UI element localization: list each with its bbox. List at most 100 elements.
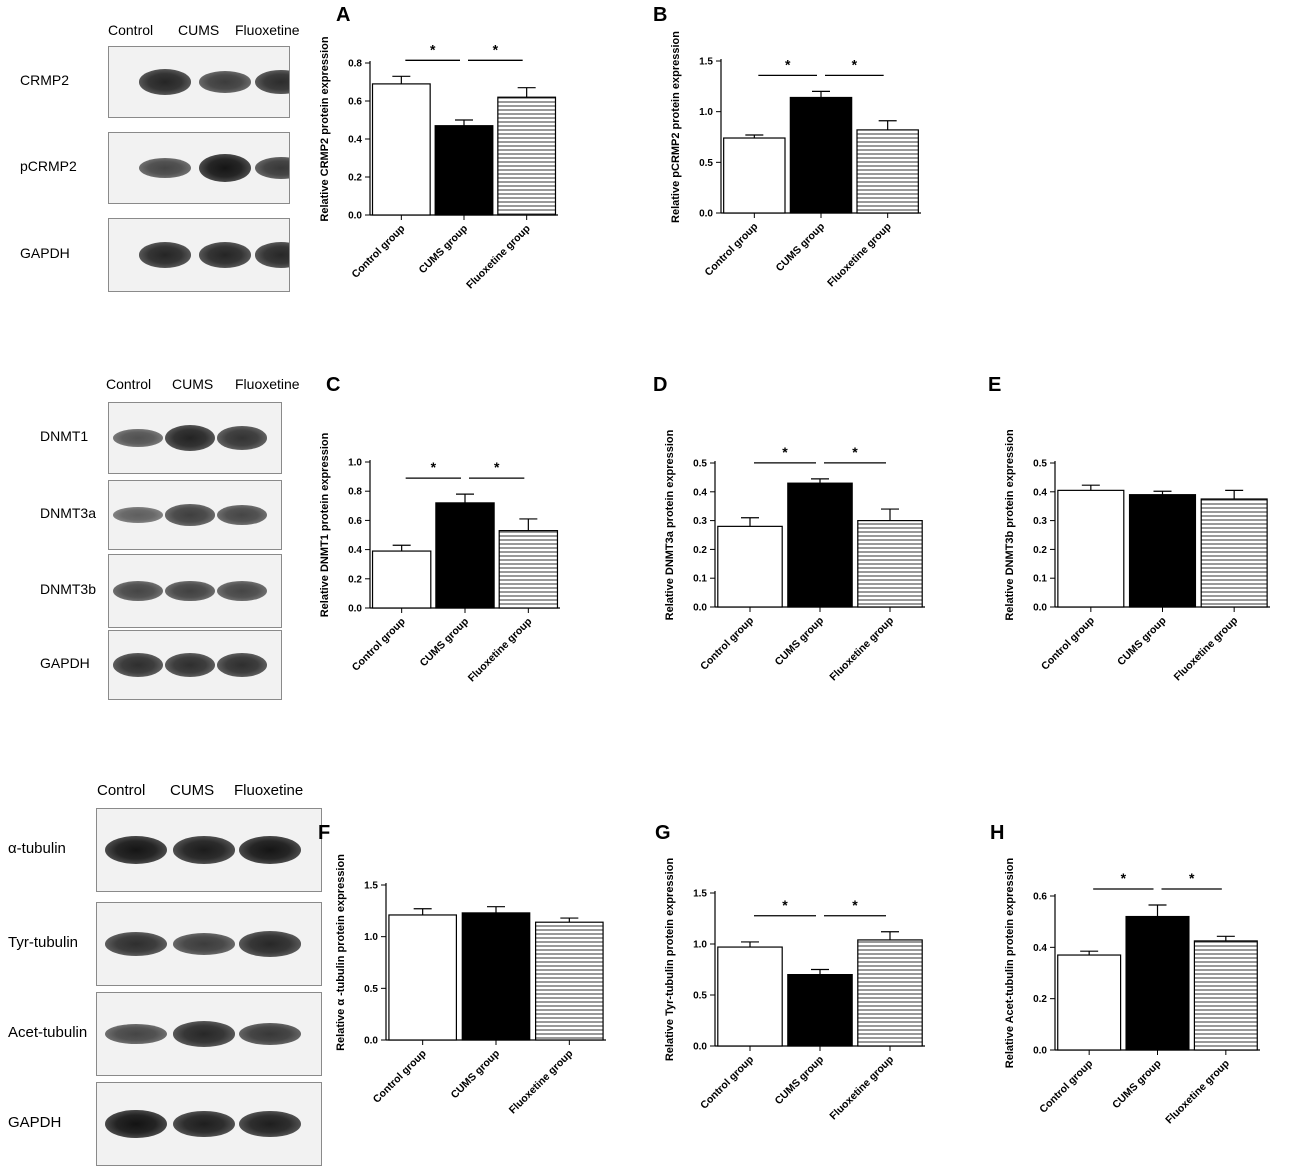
x-tick-label: Control group [1037,1058,1095,1116]
blot-row-label: DNMT1 [40,428,89,444]
y-tick-label: 0.0 [364,1036,378,1047]
y-tick-label: 0.2 [693,545,707,556]
y-axis-label: Relative Acet-tubulin protein expression [1004,857,1016,1068]
x-tick-label: Control group [698,1054,756,1112]
blot-panel-dnmt: Control CUMS Fluoxetine DNMT1 DNMT3a DNMT3b GA… [40,372,300,702]
bar [388,914,458,1041]
protein-band [173,1021,235,1047]
significance-star: * [493,41,499,57]
bar [856,129,919,214]
protein-band [113,653,163,677]
protein-band [165,580,215,602]
bar [717,946,783,1047]
protein-band [173,933,235,955]
y-tick-label: 0.1 [693,574,707,585]
protein-band [239,931,301,957]
blot-membrane [108,554,282,628]
significance-star: * [852,56,858,72]
chart-panel-g: G 0.0 0.5 1.0 1.5 Relative Tyr-tubulin protei… [655,820,965,1165]
x-tick-label: Control group [702,221,760,279]
blot-panel-tubulin: Control CUMS Fluoxetine α-tubulin Tyr-tubuli… [8,778,330,1168]
panel-letter: E [988,374,1002,396]
x-tick-label: Fluoxetine group [507,1048,576,1117]
protein-band [165,653,215,677]
y-tick-label: 0.2 [1033,545,1047,556]
protein-band [105,932,167,956]
x-tick-label: Control group [349,223,407,281]
protein-band [255,69,289,95]
blot-membrane [96,902,322,986]
bar [1057,954,1122,1051]
y-tick-label: 0.0 [1033,1046,1047,1057]
y-axis-label: Relative DNMT3a protein expression [664,429,676,620]
significance-star: * [431,459,437,475]
y-tick-label: 0.5 [1033,459,1047,470]
protein-band [173,836,235,864]
bar-chart-svg: 0.0 0.1 0.2 0.3 0.4 0.5 Relative DNMT3a protei… [664,429,925,684]
x-tick-label: CUMS group [773,1054,826,1107]
protein-band [113,507,163,523]
y-tick-label: 0.0 [1033,603,1047,614]
chart-panel-e: E 0.0 0.1 0.2 0.3 0.4 0.5 Relative DNMT3b prote… [988,370,1300,715]
significance-star: * [430,41,436,57]
blot-row-label: α-tubulin [8,840,66,857]
bar [787,482,853,608]
blot-membrane [108,46,290,118]
y-tick-label: 0.3 [693,516,707,527]
blot-column-header: Fluoxetine [234,782,304,799]
bar [723,137,786,214]
y-axis-label: Relative Tyr-tubulin protein expression [664,858,676,1062]
blot-membrane [108,132,290,204]
significance-star: * [1121,870,1127,886]
y-tick-label: 0.5 [693,459,707,470]
x-tick-label: Fluoxetine group [825,221,894,290]
protein-band [199,153,251,183]
y-tick-label: 0.0 [693,603,707,614]
blot-membrane [96,1082,322,1166]
blot-membrane [108,218,290,292]
significance-star: * [782,444,788,460]
y-tick-label: 0.3 [1033,516,1047,527]
bar [497,96,557,216]
y-tick-label: 1.0 [348,458,362,469]
y-tick-label: 1.0 [699,107,713,118]
y-tick-label: 1.0 [364,932,378,943]
protein-band [239,835,301,865]
protein-band [139,157,191,179]
y-tick-label: 0.2 [1033,994,1047,1005]
x-tick-label: CUMS group [418,616,471,669]
significance-star: * [1189,870,1195,886]
significance-star: * [494,459,500,475]
x-tick-label: Fluoxetine group [466,616,535,685]
bar [1200,498,1268,608]
bar [461,912,531,1041]
bar [371,550,432,609]
x-tick-label: Control group [698,615,756,673]
y-tick-label: 0.5 [699,158,713,169]
blot-column-header: Control [106,376,152,392]
bar-chart-svg: 0.0 0.5 1.0 1.5 Relative Tyr-tubulin protein… [664,858,925,1122]
blot-membrane [108,480,282,550]
panel-letter: C [326,374,341,396]
y-tick-label: 0.0 [348,604,362,615]
y-tick-label: 0.4 [1033,487,1047,498]
x-tick-label: CUMS group [1115,615,1168,668]
bar-chart-svg: 0.0 0.5 1.0 1.5 Relative pCRMP2 protein expr… [670,31,921,290]
y-tick-label: 0.8 [348,59,362,70]
protein-band [217,426,267,450]
x-tick-label: Fluoxetine group [1172,615,1241,684]
significance-star: * [852,897,858,913]
bar-chart-svg: 0.0 0.2 0.4 0.6 0.8 Relative CRMP2 protein ex… [319,36,558,291]
blot-membrane [96,992,322,1076]
x-tick-label: Fluoxetine group [1163,1058,1232,1127]
y-tick-label: 0.0 [348,211,362,222]
bar-chart-svg: 0.0 0.1 0.2 0.3 0.4 0.5 Relative DNMT3b protei… [1004,429,1270,684]
protein-band [139,69,191,95]
bar-chart-svg: 0.0 0.2 0.4 0.6 0.8 1.0 Relative DNMT1 protein… [319,432,560,685]
protein-band [113,580,163,602]
x-tick-label: Fluoxetine group [827,615,896,684]
bar-chart-svg: 0.0 0.5 1.0 1.5 Relative α -tubulin protein … [335,854,606,1117]
blot-column-header: CUMS [172,376,214,392]
y-tick-label: 0.6 [348,97,362,108]
bar [1057,489,1125,608]
